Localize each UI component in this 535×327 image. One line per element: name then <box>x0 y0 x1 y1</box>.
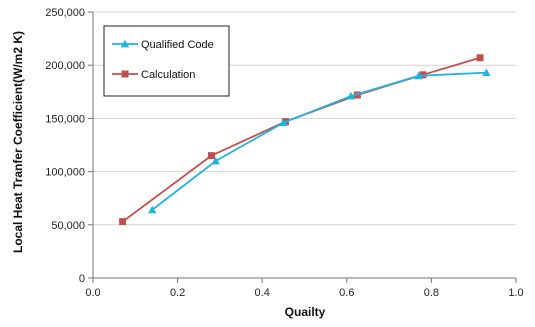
data-point <box>148 205 157 214</box>
series-qualified-code <box>148 68 491 214</box>
data-point <box>346 91 356 100</box>
x-tick-label: 0.6 <box>339 287 354 299</box>
data-point <box>119 218 127 226</box>
data-point <box>211 156 220 165</box>
y-tick-label: 100,000 <box>45 167 85 179</box>
data-point <box>279 118 288 127</box>
x-axis-title: Quailty <box>285 305 326 319</box>
data-point <box>414 71 423 80</box>
legend-box <box>103 25 230 97</box>
y-tick-label: 0 <box>79 273 85 285</box>
data-point <box>207 152 215 160</box>
x-tick-label: 0.4 <box>255 287 270 299</box>
series-layer <box>119 54 491 226</box>
legend: Qualified Code Calculation <box>103 25 230 97</box>
data-point <box>482 68 491 77</box>
x-tick-label: 1.0 <box>508 287 523 299</box>
tick-labels: 0 50,000 100,000 150,000 200,000 250,000 0.0 0.… <box>45 7 523 299</box>
series-line <box>151 71 487 211</box>
y-tick-label: 250,000 <box>45 7 85 19</box>
y-axis-title: Local Heat Tranfer Coefficient(W/m2 K) <box>11 31 25 253</box>
y-tick-label: 50,000 <box>51 220 85 232</box>
y-tick-label: 150,000 <box>45 113 85 125</box>
legend-marker <box>121 70 129 78</box>
legend-label: Calculation <box>141 69 195 81</box>
x-tick-label: 0.2 <box>170 287 185 299</box>
x-tick-label: 0.8 <box>424 287 439 299</box>
data-point <box>476 54 484 62</box>
legend-marker <box>120 39 130 48</box>
legend-label: Qualified Code <box>141 39 214 51</box>
y-tick-label: 200,000 <box>45 60 85 72</box>
axes <box>88 11 517 283</box>
x-tick-label: 0.0 <box>85 287 100 299</box>
